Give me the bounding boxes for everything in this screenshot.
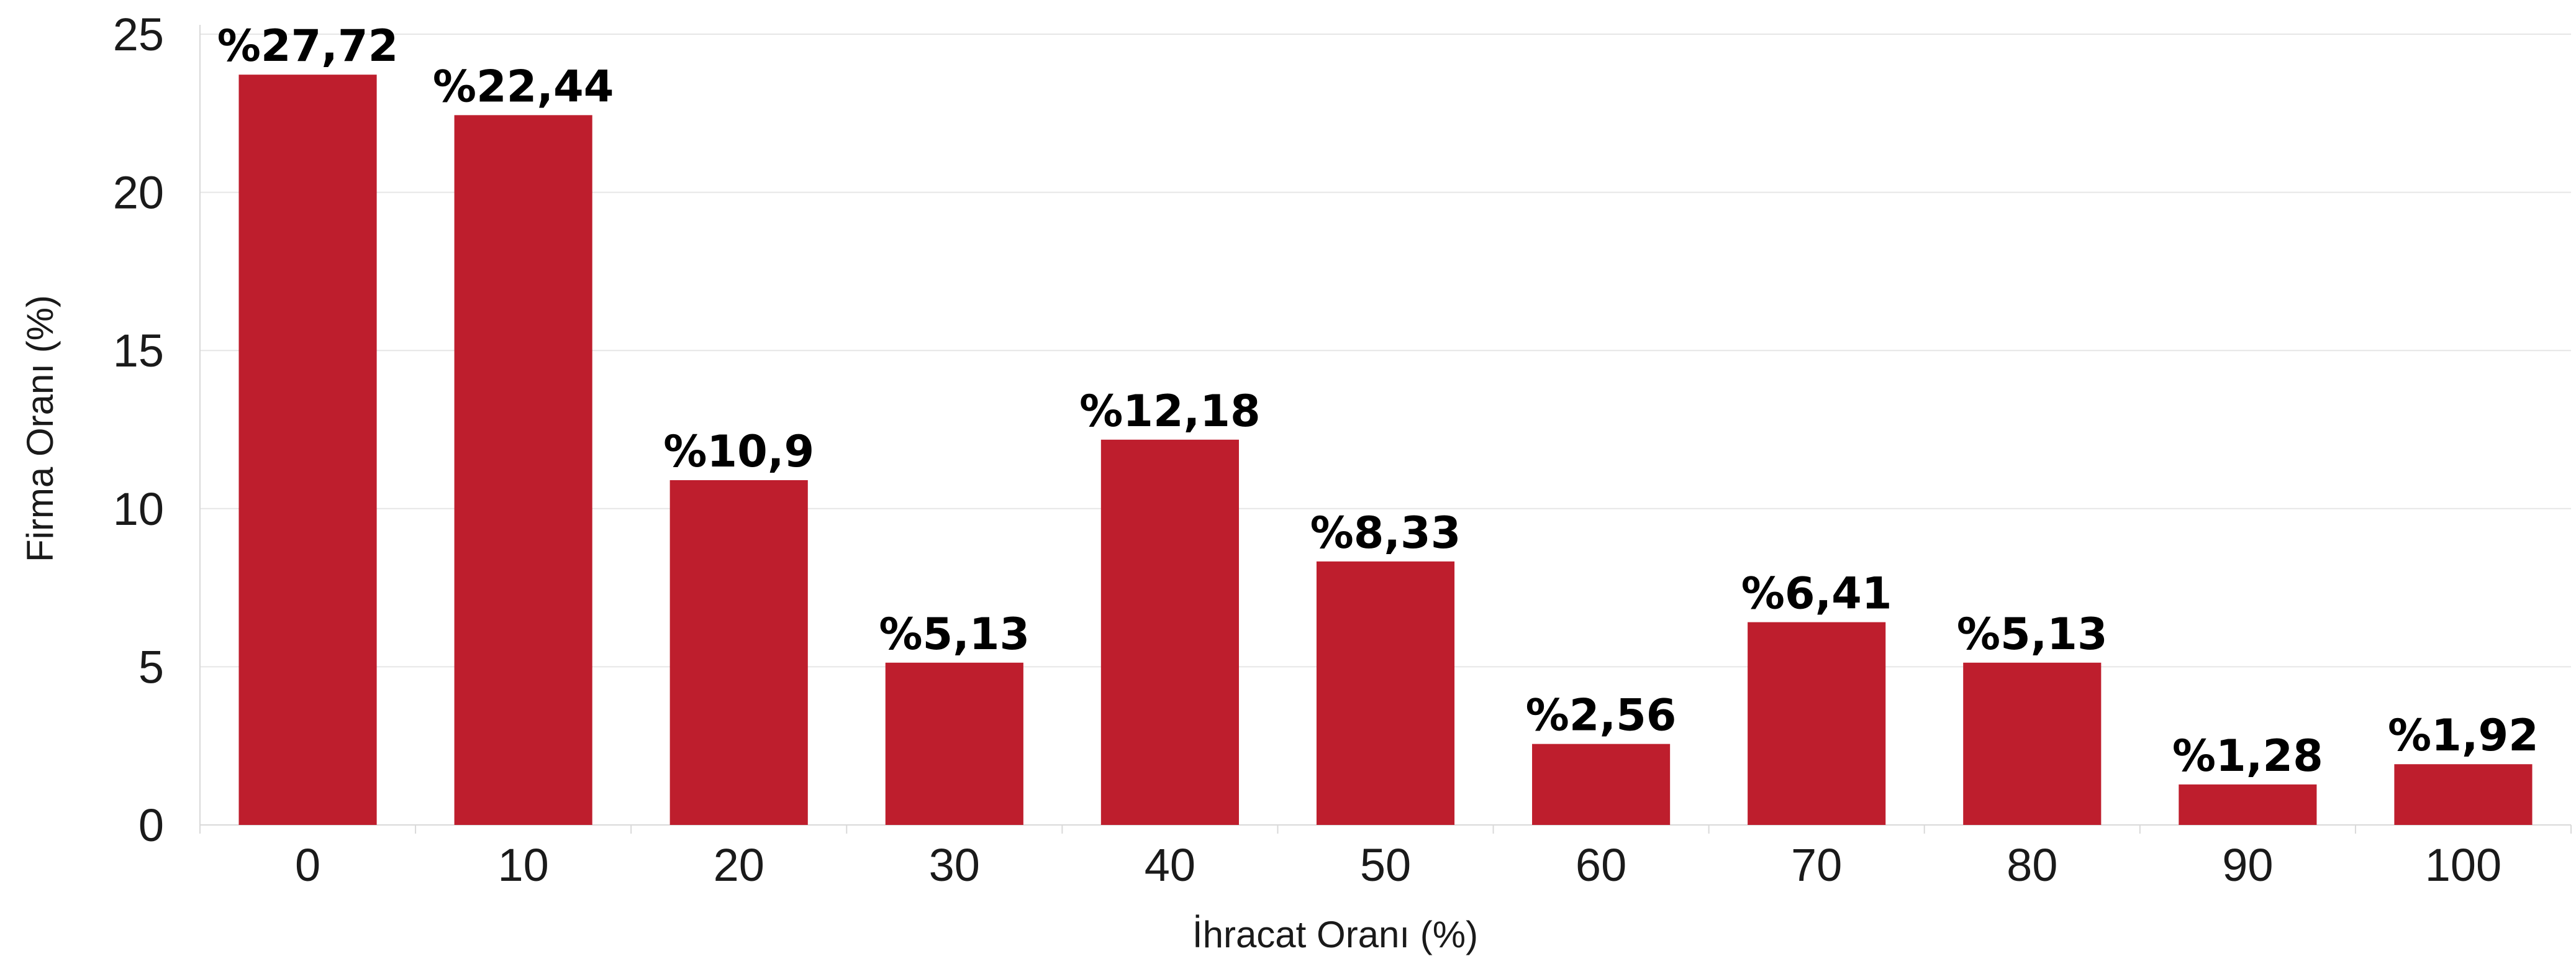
bar [669,480,808,825]
x-tick-label: 100 [2425,839,2501,891]
x-tick-label: 80 [2007,839,2057,891]
x-tick-label: 30 [929,839,980,891]
y-tick-label: 0 [138,799,164,851]
data-label: %8,33 [1310,508,1461,558]
gridlines [200,34,2571,668]
data-label: %22,44 [433,61,614,112]
data-label: %27,72 [217,20,399,71]
data-label: %2,56 [1526,690,1677,741]
x-tick-labels: 0 10 20 30 40 50 60 70 80 90 100 [295,839,2501,891]
data-label: %6,41 [1741,568,1892,619]
bar [238,75,377,825]
bar [454,115,592,825]
data-label: %5,13 [1957,609,2108,660]
y-tick-label: 10 [113,483,164,535]
y-axis-title: Firma Oranı (%) [19,295,61,562]
x-tick-label: 70 [1791,839,1842,891]
y-tick-label: 25 [113,9,164,60]
bar [1963,662,2102,825]
x-tick-label: 90 [2222,839,2273,891]
x-tick-label: 60 [1576,839,1626,891]
bar [1532,744,1671,825]
data-label: %1,28 [2172,731,2323,781]
bar [2179,784,2317,825]
x-tick-label: 20 [714,839,764,891]
y-tick-labels: 0 5 10 15 20 25 [113,9,164,851]
data-label: %12,18 [1079,386,1261,437]
bar [1316,561,1455,825]
bars [238,75,2533,825]
y-tick-label: 20 [113,167,164,219]
data-label: %5,13 [879,609,1030,660]
x-tick-label: 40 [1145,839,1195,891]
x-axis-title: İhracat Oranı (%) [1192,914,1478,955]
x-tick-label: 50 [1360,839,1411,891]
y-tick-label: 5 [138,641,164,693]
y-tick-label: 15 [113,325,164,376]
x-tick-label: 0 [295,839,320,891]
data-label: %1,92 [2388,710,2539,761]
bar [1748,622,1886,825]
data-labels: %27,72 %22,44 %10,9 %5,13 %12,18 %8,33 %2,56 %6… [217,20,2539,781]
bar [885,662,1023,825]
data-label: %10,9 [663,426,814,477]
x-tick-label: 10 [497,839,548,891]
bar [1100,439,1239,825]
bar [2394,764,2533,825]
